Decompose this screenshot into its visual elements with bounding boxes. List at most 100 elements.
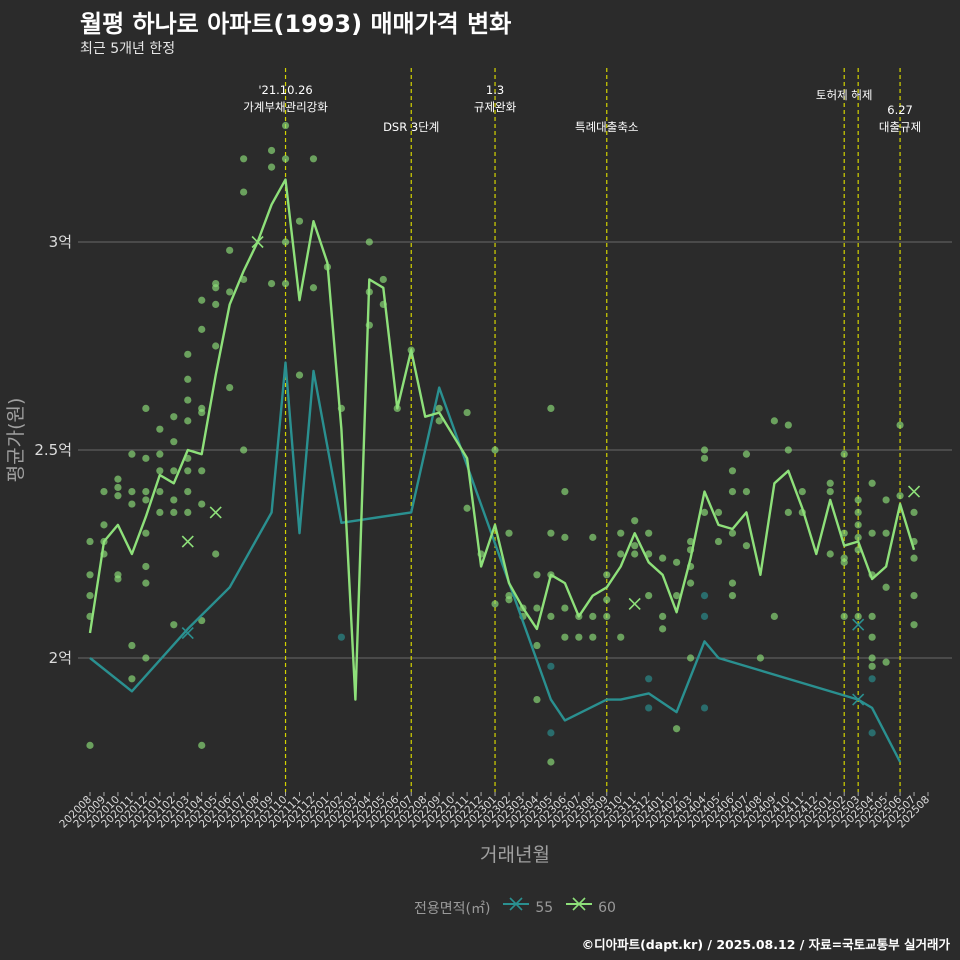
data-point-60 [533,641,541,650]
data-point-60 [561,604,569,612]
data-point-60 [589,633,597,641]
data-point-60 [728,579,737,587]
data-point-60 [728,529,737,537]
data-point-60 [156,450,164,458]
x-marker-stroke [181,535,194,548]
data-point-60 [114,483,122,492]
data-point-60 [156,508,164,516]
data-point-60 [673,725,681,733]
data-point-60 [309,284,318,292]
data-point-60 [379,275,387,284]
data-point-55 [645,704,653,712]
data-point-60 [868,654,876,662]
x-markers [181,235,921,706]
data-point-60 [854,533,862,541]
data-point-60 [868,612,876,621]
data-point-60 [659,554,667,562]
data-point-60 [868,633,876,641]
data-point-60 [184,375,192,383]
data-point-60 [128,675,136,683]
data-point-60 [226,384,234,392]
data-point-60 [128,488,136,496]
data-point-60 [170,438,178,446]
data-point-60 [700,508,709,516]
data-point-60 [435,404,443,412]
data-point-60 [882,529,890,537]
data-point-55 [868,675,876,683]
source-caption: ©디아파트(dapt.kr) / 2025.08.12 / 자료=국토교통부 실… [581,937,950,952]
data-point-60 [156,425,164,433]
data-point-60 [603,612,611,621]
data-point-60 [910,592,918,600]
legend-key-55 [502,897,529,911]
data-point-60 [882,583,890,591]
data-point-60 [198,500,206,508]
y-tick-label: 2억 [49,649,72,667]
x-marker-stroke [852,618,865,631]
data-point-60 [910,508,918,516]
scatter-points [86,121,918,766]
data-point-60 [365,238,373,246]
data-point-60 [533,571,541,579]
data-point-60 [714,537,723,546]
data-point-55 [547,729,555,737]
data-point-60 [281,238,290,246]
data-point-60 [240,155,248,163]
data-point-60 [184,467,192,475]
event-label: 특례대출축소 [575,120,638,134]
data-point-60 [142,529,150,537]
data-point-60 [295,217,304,225]
event-label: 1.3 [486,83,504,97]
data-point-60 [631,542,639,550]
data-point-60 [142,496,150,504]
data-point-60 [882,658,890,666]
data-point-60 [617,529,625,537]
data-point-60 [645,529,653,537]
data-point-60 [114,575,122,583]
data-point-60 [854,521,862,529]
data-point-60 [589,533,597,541]
data-point-60 [128,500,136,508]
data-point-60 [784,446,792,454]
data-point-60 [491,600,499,608]
data-point-60 [673,558,681,566]
data-point-60 [435,417,443,425]
data-point-60 [100,521,108,529]
series-line-60 [88,178,916,701]
data-point-60 [896,492,904,500]
axes: 2억2.5억3억20200820200920201020201120201220… [34,233,932,830]
data-point-60 [868,529,876,537]
data-point-60 [547,529,555,537]
y-tick-label: 3억 [49,233,72,251]
event-label: 규제완화 [474,100,517,114]
x-marker-60 [628,597,641,610]
data-point-60 [770,417,778,425]
data-point-60 [463,504,471,512]
data-point-60 [910,621,918,629]
data-point-60 [826,479,834,487]
data-point-60 [86,571,94,579]
data-point-60 [170,413,178,421]
data-point-60 [561,488,569,496]
data-point-60 [114,492,122,500]
event-label: DSR 3단계 [383,120,439,134]
data-point-60 [840,529,848,537]
data-point-60 [784,508,792,516]
data-point-60 [114,475,122,483]
data-point-55 [547,662,555,670]
x-marker-stroke [209,506,222,519]
x-marker-stroke [907,485,921,498]
data-point-60 [659,625,667,633]
data-point-60 [240,188,248,196]
data-point-60 [156,467,164,475]
data-point-60 [142,454,150,462]
event-label: 대출규제 [879,120,921,134]
data-point-60 [854,508,862,516]
data-point-60 [686,654,695,662]
data-point-60 [170,621,178,629]
data-point-60 [505,596,513,604]
data-point-60 [128,641,136,650]
data-point-60 [603,596,611,604]
data-point-60 [240,446,248,454]
